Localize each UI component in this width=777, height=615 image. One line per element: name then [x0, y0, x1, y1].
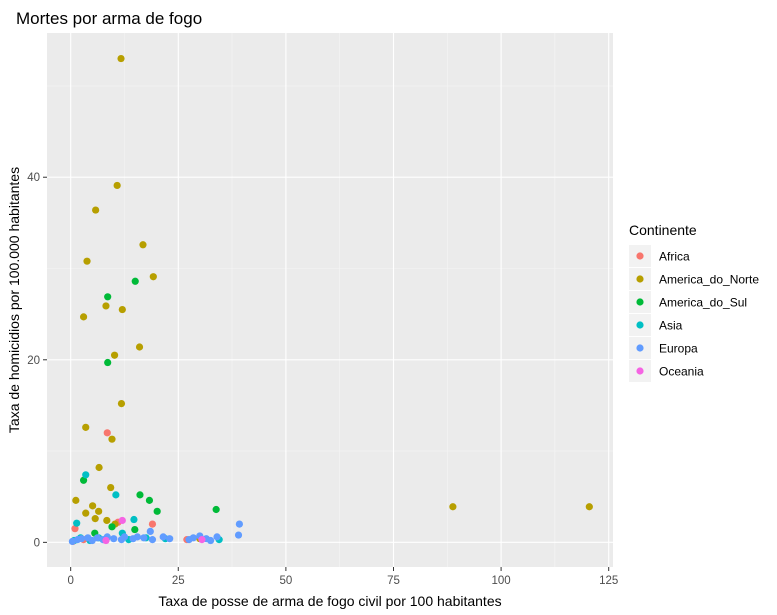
data-point [110, 351, 119, 359]
data-point [104, 293, 112, 301]
data-point [73, 519, 81, 527]
data-point [145, 496, 154, 504]
data-point [117, 54, 125, 63]
data-point [108, 523, 116, 531]
x-axis-title: Taxa de posse de arma de fogo civil por … [158, 593, 501, 609]
data-point [89, 502, 97, 510]
data-point [198, 536, 206, 544]
plot-panel [47, 33, 613, 567]
data-point [103, 429, 111, 437]
legend-label: America_do_Sul [659, 296, 747, 310]
legend-swatch [636, 252, 644, 260]
data-point [148, 536, 157, 544]
data-point [118, 305, 126, 314]
data-point [82, 471, 90, 479]
data-point [83, 257, 91, 265]
data-point [110, 535, 118, 543]
legend-swatch [636, 321, 644, 329]
data-point [146, 527, 154, 536]
legend-swatch [636, 367, 644, 375]
data-point [112, 491, 120, 499]
data-point [79, 476, 88, 484]
legend-swatch [636, 344, 644, 352]
data-point [206, 536, 215, 545]
legend-swatch [636, 298, 644, 306]
y-axis-title: Taxa de homicidios por 100.000 habitante… [6, 167, 22, 433]
data-point [68, 537, 76, 546]
data-point [185, 536, 193, 544]
data-point [129, 535, 137, 543]
data-point [79, 313, 88, 321]
data-point [95, 463, 103, 472]
data-point [139, 241, 147, 249]
data-point [235, 520, 243, 528]
data-point [102, 302, 110, 310]
data-point [148, 520, 157, 528]
data-point [113, 181, 121, 190]
data-point [131, 277, 139, 285]
legend-label: Africa [659, 250, 690, 264]
x-tick-label: 0 [67, 575, 73, 587]
legend: Continente Africa America_do_Norte America… [629, 222, 759, 382]
data-point [71, 525, 79, 533]
data-point [103, 516, 111, 525]
x-tick-label: 125 [599, 575, 618, 587]
data-point [213, 533, 221, 541]
data-point [118, 516, 126, 525]
data-point [140, 534, 148, 542]
y-tick-label: 0 [34, 537, 40, 549]
data-point [212, 505, 220, 514]
x-tick-label: 100 [491, 575, 510, 587]
data-point [72, 496, 80, 504]
data-point [107, 483, 115, 492]
data-point [108, 435, 116, 443]
data-point [131, 525, 139, 534]
data-point [585, 503, 593, 511]
data-point [91, 515, 99, 523]
chart-title: Mortes por arma de fogo [16, 9, 202, 28]
major-gridlines [47, 33, 613, 567]
data-point [102, 536, 110, 545]
legend-title: Continente [629, 222, 697, 238]
data-point [82, 423, 90, 431]
data-point [95, 507, 103, 515]
x-axis: 0 25 50 75 100 125 [67, 567, 618, 587]
data-points [68, 54, 593, 546]
data-point [136, 491, 144, 499]
data-point [84, 534, 92, 542]
data-point [166, 535, 174, 543]
data-point [82, 509, 90, 517]
data-point [130, 515, 138, 524]
data-point [149, 273, 157, 281]
data-point [92, 206, 100, 214]
y-axis: 0 20 40 [27, 172, 47, 549]
legend-swatch [636, 275, 644, 283]
data-point [234, 531, 243, 539]
y-tick-label: 20 [27, 355, 40, 367]
data-point [117, 400, 126, 408]
data-point [117, 536, 126, 544]
x-tick-label: 50 [279, 575, 292, 587]
legend-label: America_do_Norte [659, 273, 759, 287]
data-point [135, 343, 144, 351]
data-point [449, 503, 457, 511]
legend-label: Europa [659, 342, 698, 356]
data-point [104, 358, 112, 367]
y-tick-label: 40 [27, 172, 40, 184]
legend-label: Asia [659, 319, 683, 333]
data-point [153, 507, 161, 515]
x-tick-label: 25 [172, 575, 185, 587]
minor-gridlines [47, 33, 613, 567]
legend-label: Oceania [659, 365, 704, 379]
data-point [159, 533, 167, 541]
x-tick-label: 75 [387, 575, 400, 587]
